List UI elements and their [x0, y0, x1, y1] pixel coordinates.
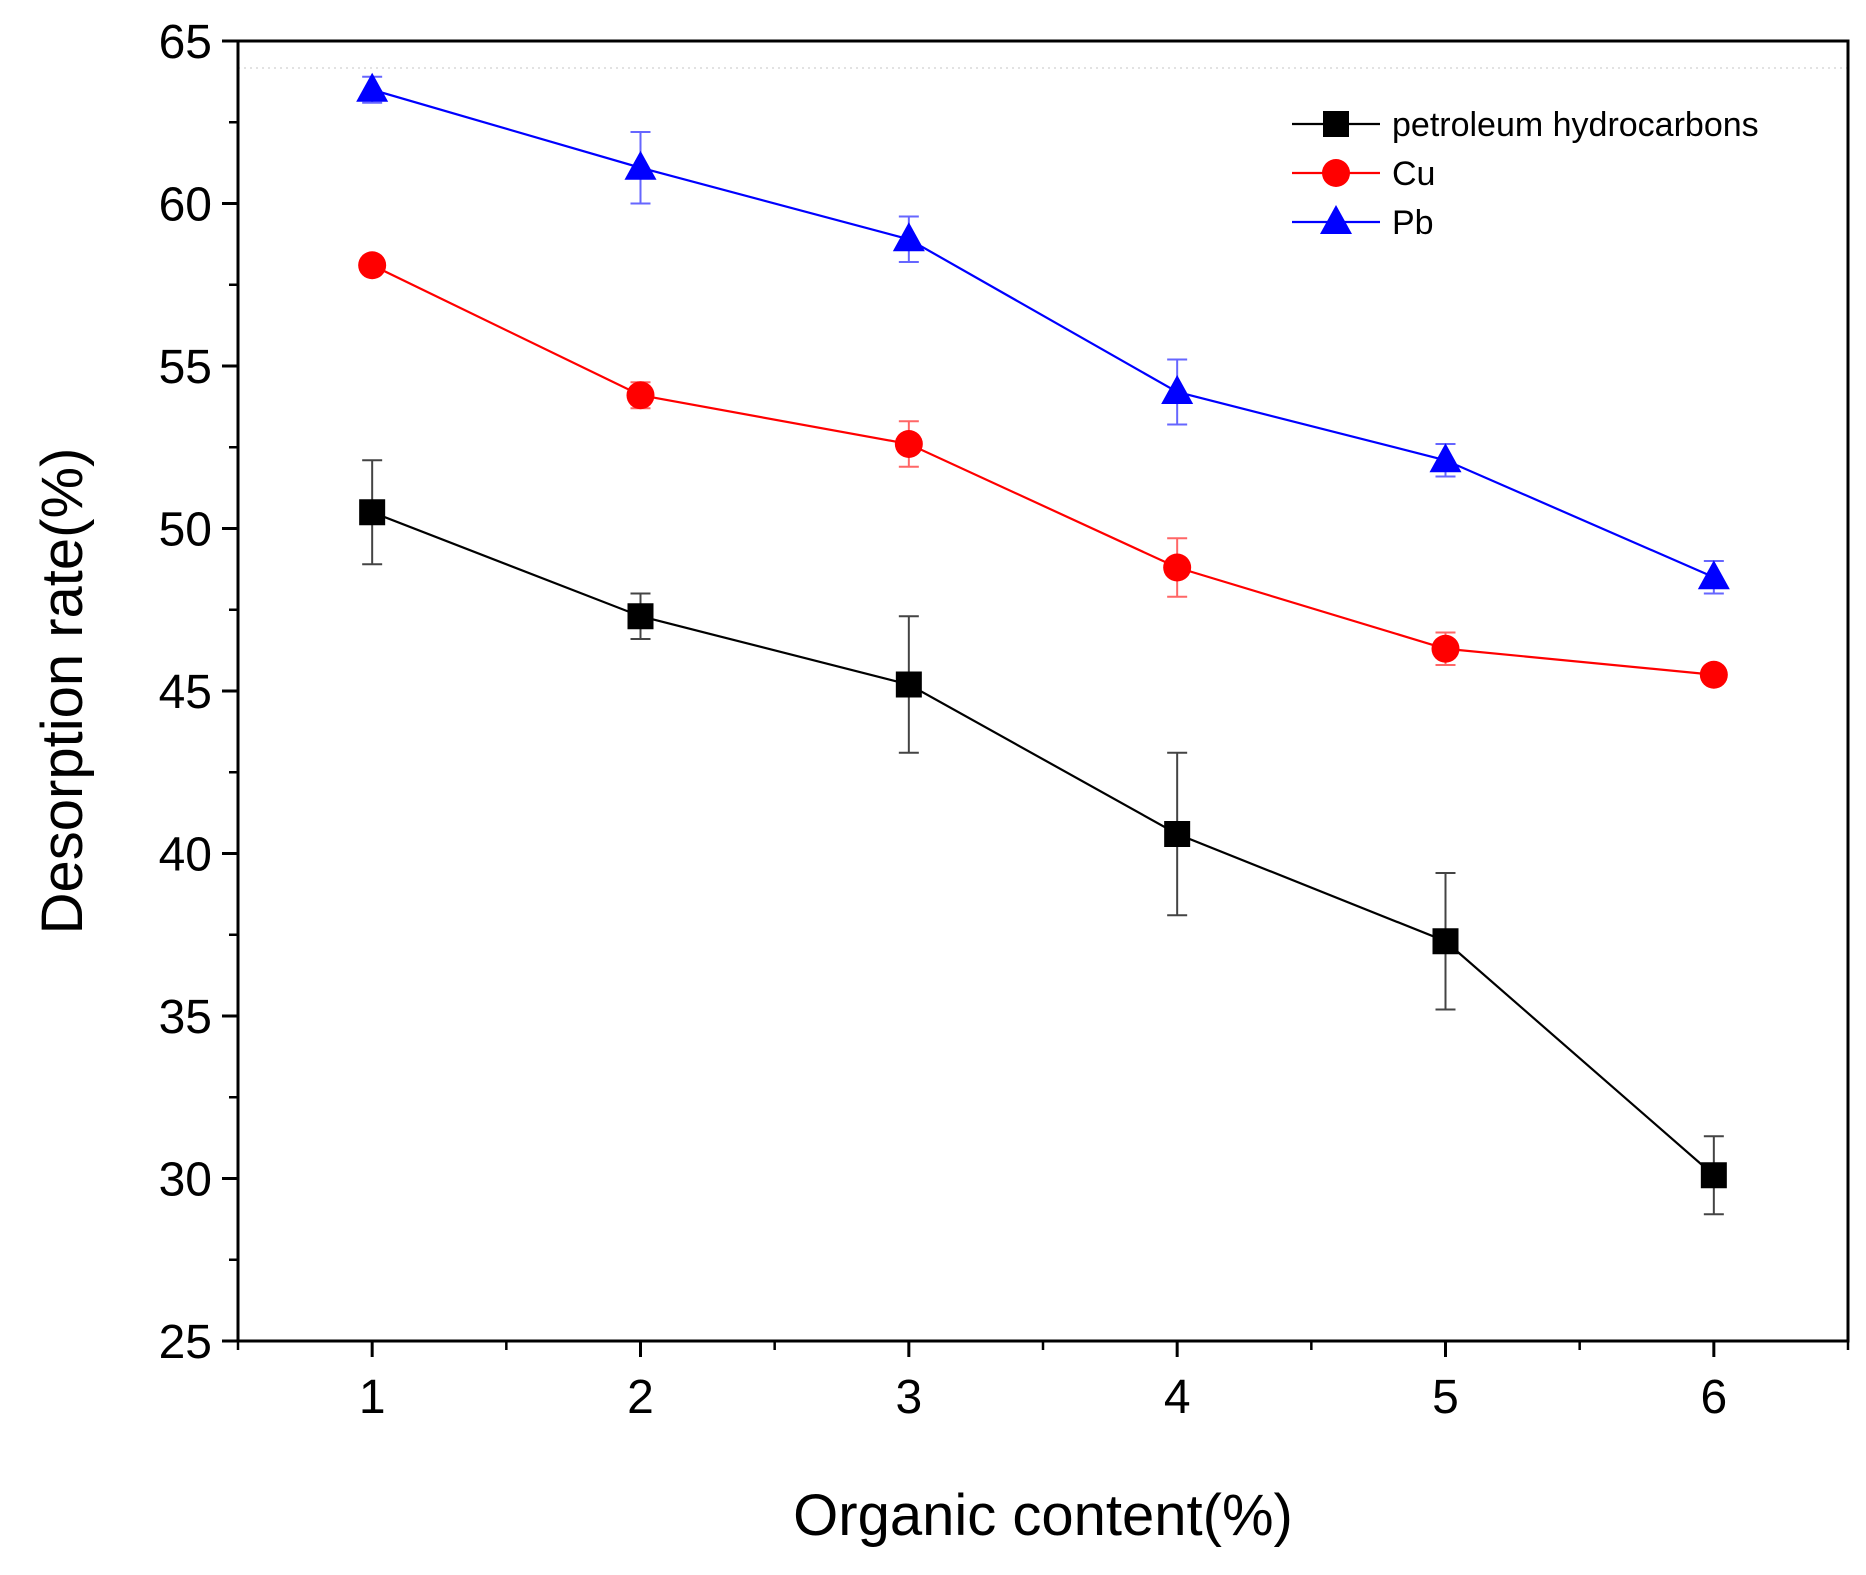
y-tick-label: 55: [159, 341, 212, 394]
data-point: [1161, 375, 1194, 404]
series-line: [371, 511, 1715, 1177]
x-tick-label: 4: [1164, 1371, 1191, 1424]
data-point: [1163, 553, 1192, 582]
data-point: [1432, 928, 1459, 955]
y-tick-label: 50: [159, 504, 212, 557]
y-tick-label: 40: [159, 829, 212, 882]
series-line: [371, 264, 1714, 676]
series-petroleum-hydrocarbons: [359, 459, 1727, 1216]
x-tick-label: 5: [1432, 1371, 1459, 1424]
data-point: [627, 603, 654, 630]
data-point: [1431, 634, 1460, 663]
series-line: [371, 88, 1715, 579]
x-axis-title: Organic content(%): [793, 1483, 1293, 1548]
data-point: [626, 381, 655, 410]
data-point: [1700, 1162, 1727, 1189]
legend-label: petroleum hydrocarbons: [1392, 106, 1759, 144]
legend: petroleum hydrocarbons Cu Pb: [1292, 106, 1759, 242]
legend-marker: [1323, 111, 1349, 137]
data-point: [1699, 660, 1728, 689]
y-tick-label: 30: [159, 1154, 212, 1207]
legend-item: petroleum hydrocarbons: [1292, 106, 1759, 144]
legend-label: Cu: [1392, 155, 1435, 193]
data-point: [895, 671, 922, 698]
legend-item: Pb: [1292, 204, 1434, 242]
x-tick-label: 6: [1700, 1371, 1727, 1424]
y-tick-label: 60: [159, 179, 212, 232]
data-point: [1429, 443, 1462, 473]
y-axis-title: Desorption rate(%): [30, 448, 95, 935]
data-point: [1164, 821, 1191, 847]
series-pb: [356, 72, 1730, 595]
legend-marker: [1322, 159, 1350, 187]
data-point: [624, 150, 657, 180]
legend-item: Cu: [1292, 155, 1435, 193]
legend-label: Pb: [1392, 204, 1434, 242]
x-tick-label: 3: [895, 1371, 922, 1424]
data-point: [359, 499, 386, 526]
legend-marker: [1320, 205, 1352, 234]
data-point: [894, 430, 923, 458]
series-cu: [358, 251, 1728, 689]
x-tick-label: 1: [359, 1371, 386, 1424]
data-point: [358, 251, 387, 280]
series-layer: [356, 72, 1730, 1216]
y-tick-label: 45: [159, 666, 212, 719]
x-tick-label: 2: [627, 1371, 654, 1424]
data-point: [356, 72, 389, 102]
data-point: [892, 222, 925, 252]
y-tick-label: 25: [159, 1316, 212, 1369]
y-tick-label: 65: [159, 16, 212, 69]
y-tick-label: 35: [159, 991, 212, 1044]
data-point: [1697, 560, 1730, 590]
